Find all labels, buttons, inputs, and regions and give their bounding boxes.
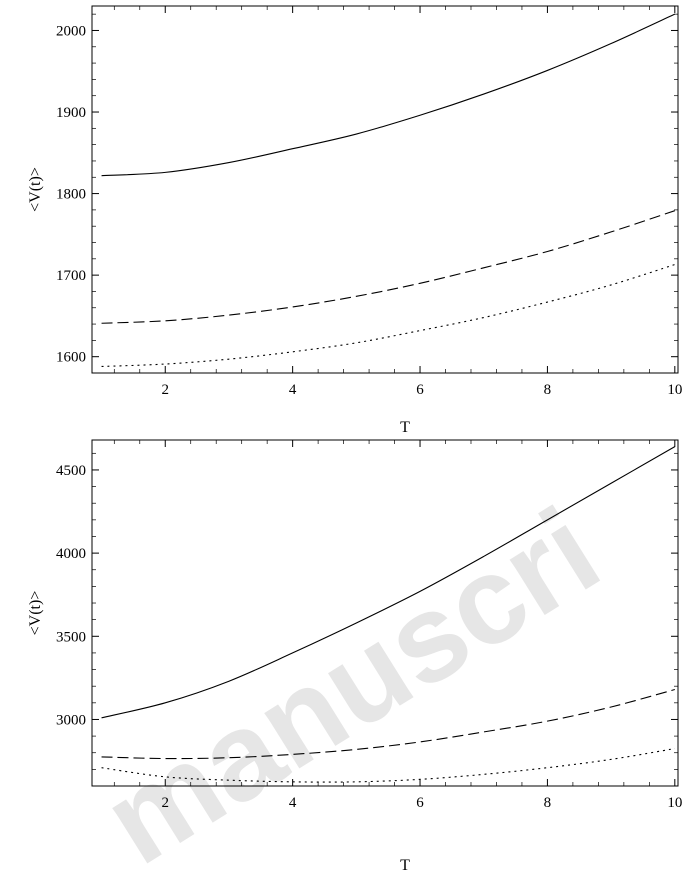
x-tick-label: 10 xyxy=(667,795,682,811)
series-dashed-line xyxy=(101,688,675,760)
y-axis-title: <V(t)> xyxy=(27,591,44,636)
series-solid-line xyxy=(101,446,676,719)
series-dotted-line xyxy=(101,264,675,368)
x-tick-label: 8 xyxy=(544,382,552,398)
plot-frame xyxy=(91,5,679,374)
series-dotted-line xyxy=(101,748,675,783)
watermark-text: manuscri xyxy=(81,482,622,880)
y-tick-label: 1600 xyxy=(56,350,86,366)
y-tick-label: 2000 xyxy=(56,23,86,39)
series-solid-line xyxy=(101,13,676,177)
x-tick-label: 10 xyxy=(667,382,682,398)
x-tick-label: 2 xyxy=(162,382,170,398)
plot-frame xyxy=(91,439,679,787)
series-dashed-line xyxy=(101,210,675,324)
x-axis-title: T xyxy=(400,419,410,436)
y-tick-label: 4000 xyxy=(56,546,86,562)
y-tick-label: 3500 xyxy=(56,629,86,645)
x-axis-title: T xyxy=(400,857,410,874)
x-tick-label: 6 xyxy=(416,795,424,811)
x-tick-label: 4 xyxy=(289,795,297,811)
y-tick-label: 4500 xyxy=(56,463,86,479)
y-tick-label: 1900 xyxy=(56,105,86,121)
y-axis-title: <V(t)> xyxy=(27,167,44,212)
plot-bottom: 2 4 6 8 10 3000 3500 4000 4500 T <V(t)> xyxy=(27,439,682,874)
x-tick-label: 8 xyxy=(544,795,552,811)
y-tick-label: 1700 xyxy=(56,268,86,284)
x-tick-label: 6 xyxy=(416,382,424,398)
x-tick-label: 4 xyxy=(289,382,297,398)
y-tick-label: 3000 xyxy=(56,712,86,728)
y-tick-label: 1800 xyxy=(56,187,86,203)
plot-top: 2 4 6 8 10 1600 1700 1800 1900 2000 T <V(t)> xyxy=(27,5,682,436)
x-tick-label: 2 xyxy=(162,795,170,811)
